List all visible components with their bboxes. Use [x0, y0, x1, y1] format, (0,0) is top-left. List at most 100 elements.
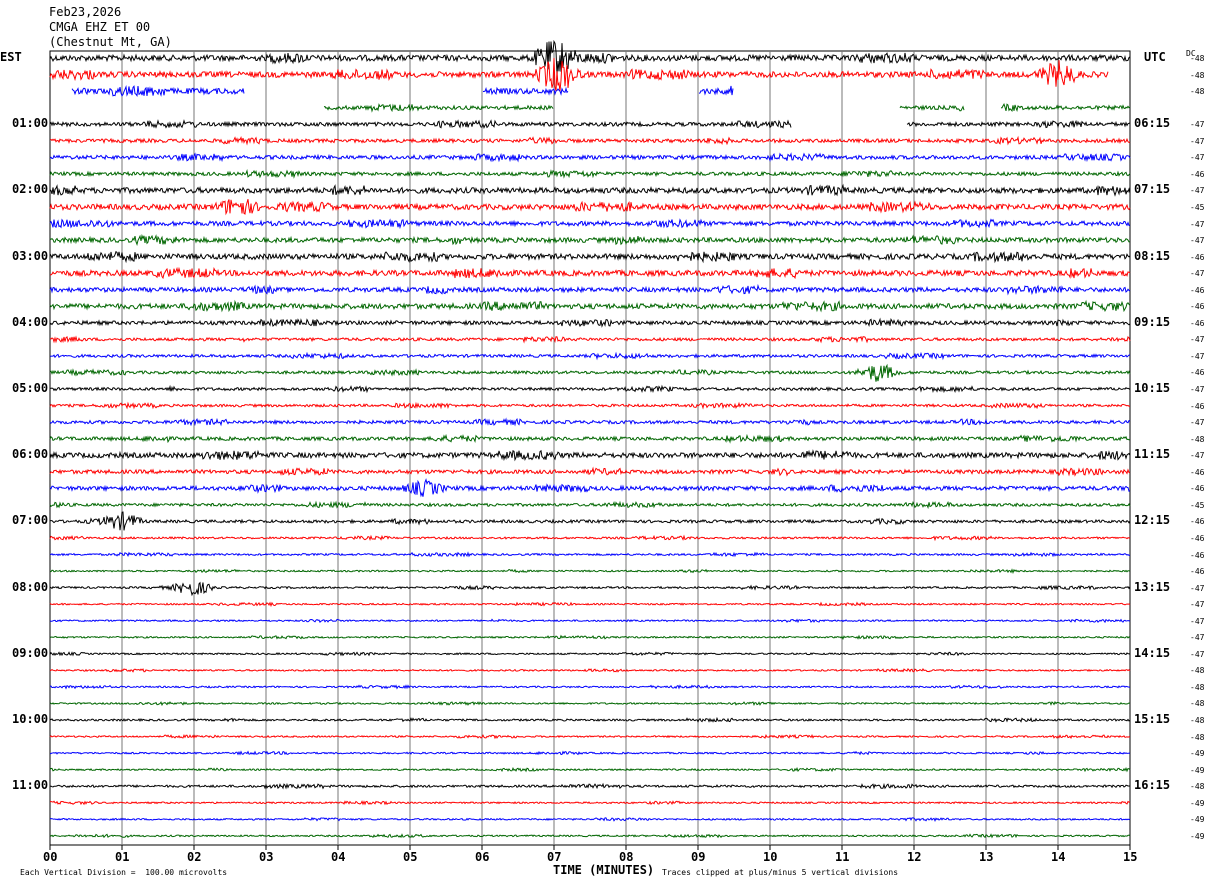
- trace-row-5: [49, 135, 1131, 146]
- dc-offset-label: -47: [1190, 153, 1205, 163]
- dc-offset-label: -48: [1190, 716, 1205, 725]
- dc-offset-label: -46: [1190, 517, 1205, 527]
- trace-row-28: [49, 511, 1131, 531]
- utc-hour-label: 09:15: [1134, 314, 1171, 329]
- trace-row-19: [49, 363, 1131, 382]
- dc-offset-label: -47: [1190, 451, 1205, 461]
- trace-row-10: [49, 218, 1131, 230]
- utc-hour-label: 12:15: [1134, 513, 1171, 528]
- dc-offset-label: -48: [1190, 782, 1205, 792]
- plot-border: [49, 50, 1131, 846]
- dc-offset-label: -48: [1190, 434, 1205, 444]
- dc-offset-label: -47: [1190, 186, 1205, 196]
- x-tick-label: 09: [691, 850, 706, 864]
- est-hour-label: 11:00: [12, 778, 49, 793]
- trace-row-20: [49, 384, 1131, 394]
- dc-offset-label: -48: [1190, 70, 1205, 80]
- utc-hour-label: 15:15: [1134, 712, 1171, 726]
- est-hour-label: 01:00: [12, 116, 49, 131]
- x-tick-label: 01: [115, 850, 130, 864]
- utc-hour-label: 14:15: [1134, 645, 1171, 660]
- dc-offset-label: -48: [1190, 732, 1205, 742]
- trace-row-15: [49, 299, 1131, 313]
- x-axis-ticks: [49, 845, 1131, 850]
- dc-offset-label: -47: [1190, 418, 1205, 428]
- dc-offset-label: -46: [1190, 285, 1205, 295]
- est-hour-label: 02:00: [12, 182, 49, 197]
- trace-row-37: [49, 668, 1131, 673]
- trace-row-3: [323, 102, 1131, 113]
- x-tick-label: 05: [403, 850, 418, 864]
- left-axis-title: EST: [0, 50, 22, 64]
- header-date: Feb23,2026: [49, 5, 122, 19]
- dc-offset-label: -46: [1190, 169, 1205, 179]
- trace-row-11: [49, 233, 1130, 246]
- trace-row-29: [49, 534, 1131, 542]
- dc-offset-label: -46: [1190, 467, 1205, 477]
- utc-hour-label: 13:15: [1134, 579, 1171, 594]
- trace-row-22: [49, 417, 1131, 427]
- dc-offset-label: -47: [1190, 351, 1205, 361]
- x-tick-label: 12: [907, 850, 922, 864]
- x-tick-label: 00: [43, 850, 58, 864]
- est-hour-label: 08:00: [12, 579, 49, 594]
- trace-row-47: [49, 833, 1131, 839]
- dc-offset-label: -47: [1190, 385, 1205, 394]
- dc-offset-label: -48: [1190, 54, 1205, 63]
- trace-row-40: [49, 716, 1131, 723]
- dc-offset-label: -45: [1190, 202, 1205, 212]
- utc-hour-label: 11:15: [1134, 447, 1171, 462]
- dc-offset-label: -47: [1190, 269, 1205, 279]
- x-tick-label: 02: [187, 850, 202, 864]
- dc-offset-label: -46: [1190, 401, 1205, 411]
- trace-row-0: [49, 39, 1131, 75]
- footer-left: Each Vertical Division = 100.00 microvol…: [20, 868, 228, 877]
- dc-offset-label: -47: [1190, 335, 1205, 345]
- x-axis-title: TIME (MINUTES): [553, 863, 655, 877]
- trace-row-32: [49, 581, 1131, 597]
- est-hour-label: 05:00: [12, 381, 49, 395]
- x-tick-label: 08: [619, 850, 634, 864]
- dc-offset-label: -46: [1190, 550, 1205, 560]
- trace-row-27: [49, 500, 1131, 510]
- dc-offset-label: -47: [1190, 649, 1205, 659]
- trace-row-46: [49, 816, 1131, 822]
- header-channel: CMGA EHZ ET 00: [49, 20, 151, 34]
- dc-offset-label: -46: [1190, 484, 1205, 494]
- dc-offset-label: -48: [1190, 87, 1205, 97]
- trace-row-39: [49, 700, 1131, 707]
- x-tick-label: 14: [1051, 850, 1066, 864]
- dc-offset-label: -47: [1190, 600, 1205, 610]
- trace-row-35: [49, 634, 1131, 640]
- footer-right: Traces clipped at plus/minus 5 vertical …: [662, 868, 899, 877]
- dc-offset-label: -46: [1190, 252, 1205, 262]
- trace-row-24: [49, 449, 1131, 462]
- trace-row-23: [49, 433, 1131, 444]
- dc-offset-label: -47: [1190, 136, 1205, 146]
- trace-row-13: [50, 266, 1131, 280]
- trace-row-25: [49, 466, 1131, 477]
- dc-offset-label: -48: [1190, 699, 1205, 709]
- plot-grid: [49, 50, 1131, 846]
- dc-offset-label: -47: [1190, 583, 1205, 593]
- dc-offset-label: -48: [1190, 666, 1205, 676]
- trace-row-31: [49, 568, 1131, 574]
- trace-row-1: [49, 57, 1109, 92]
- dc-offset-label: -46: [1190, 318, 1205, 328]
- utc-hour-label: 07:15: [1134, 182, 1171, 197]
- est-hour-label: 10:00: [12, 712, 49, 726]
- utc-hour-label: 10:15: [1134, 381, 1171, 395]
- trace-row-17: [50, 335, 1131, 344]
- dc-offset-label: -46: [1190, 533, 1205, 543]
- dc-offset-label: -46: [1190, 302, 1205, 312]
- trace-row-30: [49, 551, 1131, 558]
- trace-row-42: [50, 750, 1131, 756]
- x-tick-label: 15: [1123, 850, 1138, 864]
- utc-hour-label: 06:15: [1134, 116, 1171, 131]
- trace-row-7: [49, 168, 1131, 179]
- dc-offset-label: -47: [1190, 236, 1205, 246]
- dc-offset-label: -47: [1190, 633, 1205, 643]
- trace-row-43: [49, 766, 1131, 773]
- x-tick-label: 10: [763, 850, 778, 864]
